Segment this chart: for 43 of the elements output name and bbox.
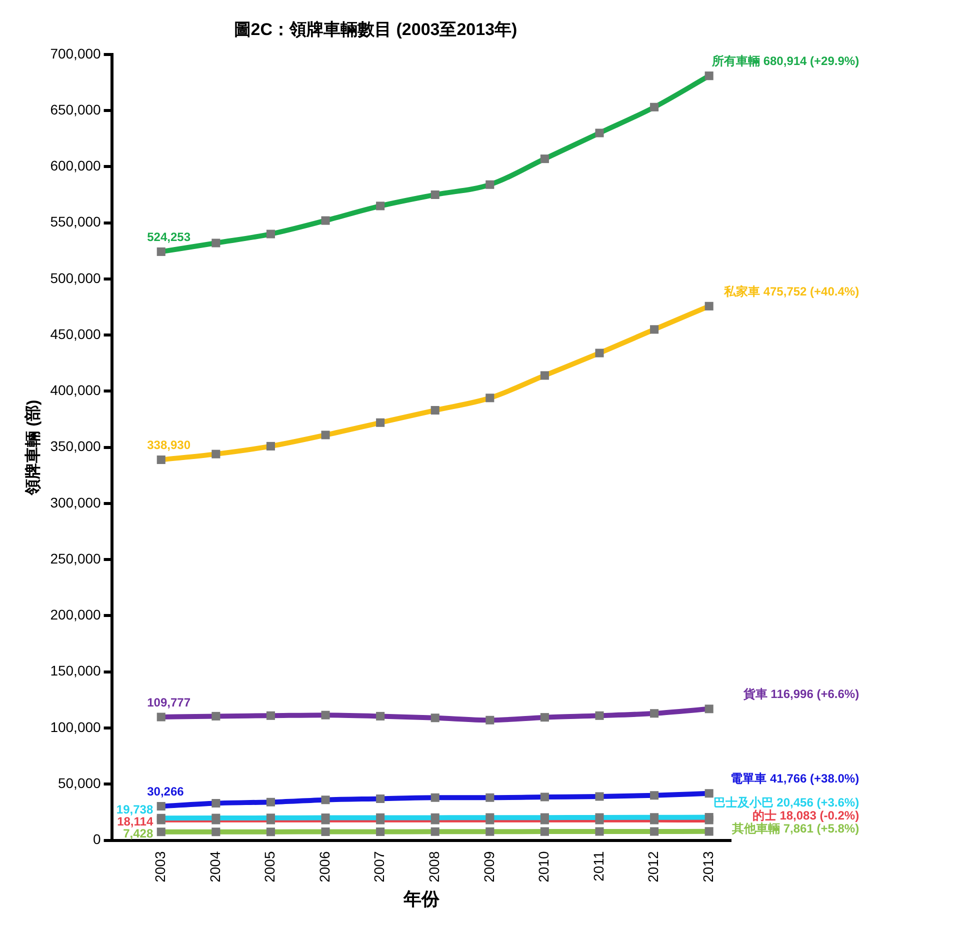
chart-title: 圖2C：領牌車輛數目 (2003至2013年) <box>234 20 518 39</box>
text: 所有車輛 680,914 (+29.9%) <box>712 54 860 68</box>
y-axis-title: 領牌車輛 (部) <box>24 400 42 496</box>
x-tick-label: 2008 <box>426 851 442 882</box>
y-tick-label: 600,000 <box>50 158 102 174</box>
y-tick-label: 200,000 <box>50 606 102 623</box>
y-tick-label: 150,000 <box>50 662 102 679</box>
data-label: 524,253 <box>147 230 191 244</box>
y-tick-label: 100,000 <box>50 718 102 735</box>
x-tick-label: 2007 <box>371 851 388 882</box>
text: 的士 18,083 (-0.2%) <box>752 808 860 823</box>
text: 貨車 116,996 (+6.6%) <box>743 687 860 702</box>
y-tick-label: 700,000 <box>50 45 102 62</box>
x-tick-label: 2003 <box>152 851 168 882</box>
y-tick-label: 350,000 <box>50 438 102 454</box>
text: 其他車輛 7,861 (+5.8%) <box>732 822 860 836</box>
data-label: 30,266 <box>147 784 184 799</box>
data-label: 109,777 <box>147 695 191 710</box>
text: 私家車 475,752 (+40.4%) <box>724 284 860 298</box>
text: 巴士及小巴 20,456 (+3.6%) <box>713 796 860 810</box>
data-label: 7,428 <box>123 826 154 840</box>
data-label: 338,930 <box>147 438 191 452</box>
y-tick-label: 550,000 <box>50 214 102 230</box>
x-axis-title: 年份 <box>402 889 440 910</box>
y-tick-label: 50,000 <box>58 774 102 791</box>
text: 電單車 41,766 (+38.0%) <box>730 772 860 786</box>
x-tick-label: 2009 <box>480 851 497 882</box>
x-tick-label: 2006 <box>316 851 332 882</box>
x-tick-label: 2012 <box>645 851 662 882</box>
x-tick-label: 2010 <box>536 851 552 882</box>
data-label: 19,738 <box>116 802 154 816</box>
y-tick-label: 650,000 <box>50 101 102 118</box>
y-tick-label: 0 <box>93 831 102 848</box>
x-tick-label: 2004 <box>206 851 223 882</box>
data-label: 18,114 <box>117 814 154 828</box>
y-tick-label: 400,000 <box>50 382 102 398</box>
y-tick-label: 500,000 <box>50 270 102 286</box>
x-tick-label: 2013 <box>700 851 716 882</box>
x-tick-label: 2011 <box>590 851 606 882</box>
y-tick-label: 250,000 <box>50 550 102 566</box>
y-tick-label: 300,000 <box>50 494 102 510</box>
x-tick-label: 2005 <box>262 851 278 882</box>
y-tick-label: 450,000 <box>50 326 102 342</box>
